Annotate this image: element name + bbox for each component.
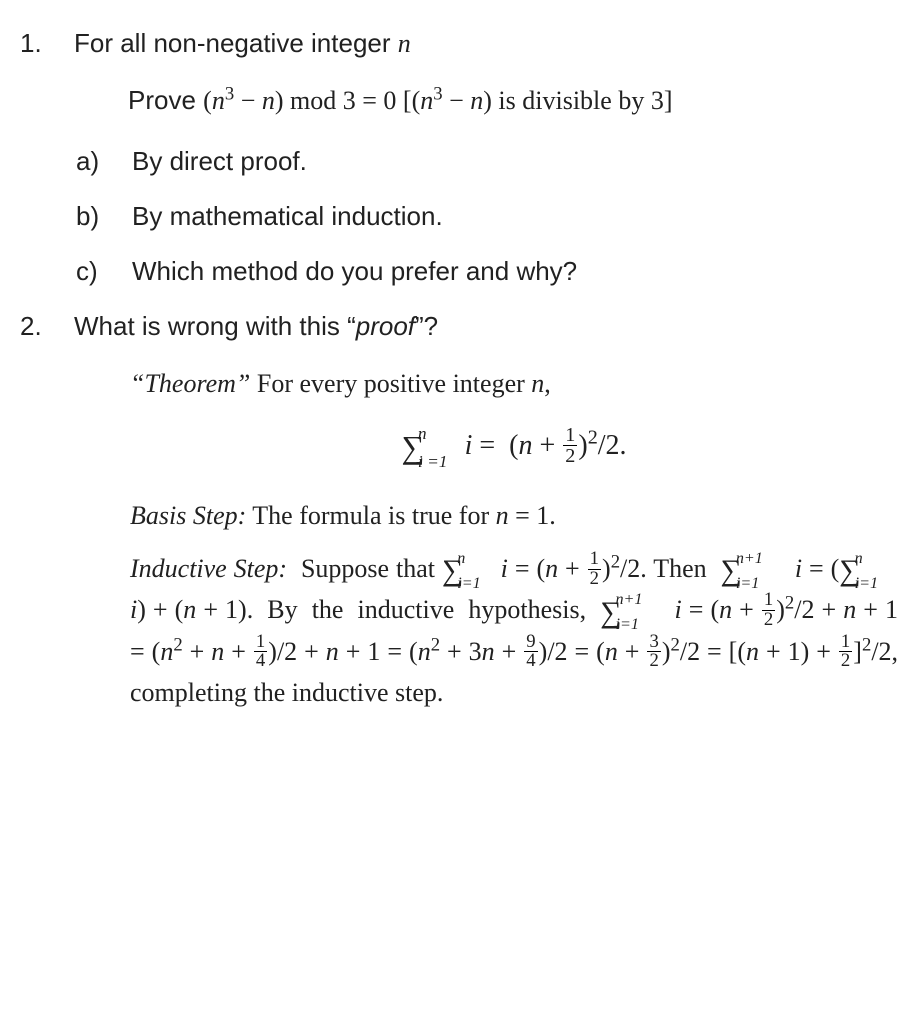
q2-text-em: proof: [356, 311, 415, 341]
q1-part-c: c) Which method do you prefer and why?: [76, 252, 898, 291]
q1-a-text: By direct proof.: [132, 142, 898, 181]
q2-text: What is wrong with this “proof”?: [74, 307, 898, 346]
theorem-intro: “Theorem” For every positive integer n,: [130, 364, 898, 403]
q1-part-b: b) By mathematical induction.: [76, 197, 898, 236]
q1-c-text: Which method do you prefer and why?: [132, 252, 898, 291]
q2-text-post: ”?: [415, 311, 438, 341]
question-1: 1. For all non-negative integer n: [20, 24, 898, 63]
q1-prove-line: Prove (n3 − n) mod 3 = 0 [(n3 − n) is di…: [128, 81, 898, 120]
q1-a-label: a): [76, 142, 132, 181]
theorem-var: n: [531, 369, 544, 398]
q1-intro-var: n: [398, 29, 411, 58]
question-2: 2. What is wrong with this “proof”?: [20, 307, 898, 346]
q1-b-label: b): [76, 197, 132, 236]
basis-label: Basis Step:: [130, 501, 246, 530]
theorem-comma: ,: [544, 369, 551, 398]
q1-intro: For all non-negative integer n: [74, 24, 898, 63]
q1-prove-label: Prove: [128, 85, 203, 115]
inductive-step: Inductive Step: Suppose that ∑ni=1i = (n…: [130, 549, 898, 712]
theorem-rest: For every positive integer: [250, 369, 531, 398]
theorem-block: “Theorem” For every positive integer n, …: [130, 364, 898, 712]
q2-text-pre: What is wrong with this “: [74, 311, 356, 341]
q1-intro-text: For all non-negative integer: [74, 28, 398, 58]
q1-part-a: a) By direct proof.: [76, 142, 898, 181]
q2-number: 2.: [20, 307, 74, 346]
q1-c-label: c): [76, 252, 132, 291]
basis-step: Basis Step: The formula is true for n = …: [130, 496, 898, 535]
q1-prove-statement: (n3 − n) mod 3 = 0 [(n3 − n) is divisibl…: [203, 86, 672, 115]
q1-number: 1.: [20, 24, 74, 63]
theorem-label: “Theorem”: [130, 369, 250, 398]
q1-b-text: By mathematical induction.: [132, 197, 898, 236]
inductive-label: Inductive Step:: [130, 554, 287, 583]
basis-text: The formula is true for n = 1.: [246, 501, 556, 530]
theorem-formula: ∑ni =1i = (n + 12)2/2.: [130, 425, 898, 468]
